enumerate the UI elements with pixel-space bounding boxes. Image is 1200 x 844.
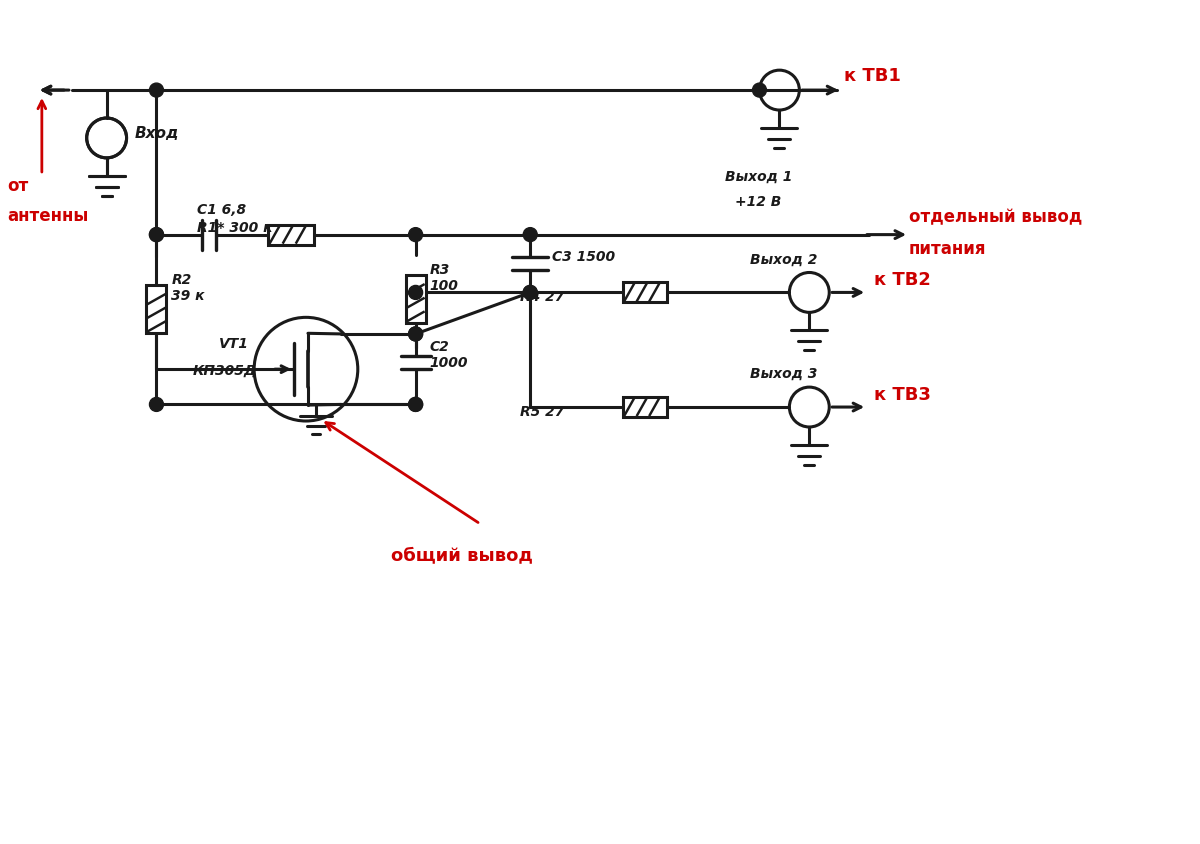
Circle shape: [409, 398, 422, 412]
Text: R4 27: R4 27: [521, 290, 565, 304]
Circle shape: [150, 84, 163, 98]
Text: питания: питания: [908, 239, 986, 257]
Text: +12 В: +12 В: [734, 194, 781, 208]
Circle shape: [523, 229, 538, 242]
Bar: [623, 283, 667, 303]
Bar: [406, 276, 426, 324]
Text: к ТВ1: к ТВ1: [844, 67, 901, 85]
Circle shape: [409, 286, 422, 300]
Text: R5 27: R5 27: [521, 404, 565, 419]
Text: от: от: [7, 176, 29, 194]
Text: C1 6,8: C1 6,8: [197, 203, 246, 216]
Text: Выход 1: Выход 1: [725, 170, 792, 184]
Text: к ТВ2: к ТВ2: [874, 271, 931, 289]
Circle shape: [409, 229, 422, 242]
Circle shape: [523, 286, 538, 300]
Text: C3 1500: C3 1500: [552, 249, 616, 263]
Text: C2
1000: C2 1000: [430, 339, 468, 370]
Text: КП305Д: КП305Д: [192, 364, 257, 378]
Circle shape: [523, 286, 538, 300]
Bar: [623, 398, 667, 418]
Text: R2
39 к: R2 39 к: [172, 273, 205, 303]
Text: отдельный вывод: отдельный вывод: [908, 208, 1082, 226]
Text: к ТВ3: к ТВ3: [874, 386, 931, 403]
Circle shape: [409, 398, 422, 412]
Text: VT1: VT1: [220, 337, 250, 351]
Circle shape: [150, 229, 163, 242]
Circle shape: [150, 229, 163, 242]
Text: R3
100: R3 100: [430, 263, 458, 293]
Circle shape: [409, 327, 422, 342]
Text: антенны: антенны: [7, 207, 89, 225]
Bar: [268, 225, 314, 246]
Bar: [146, 286, 167, 334]
Text: общий вывод: общий вывод: [391, 545, 533, 563]
Circle shape: [150, 398, 163, 412]
Text: R1* 300 к: R1* 300 к: [197, 220, 272, 235]
Text: Выход 3: Выход 3: [750, 366, 817, 381]
Text: Выход 2: Выход 2: [750, 252, 817, 266]
Circle shape: [752, 84, 767, 98]
Circle shape: [409, 327, 422, 342]
Text: Вход: Вход: [134, 127, 179, 141]
